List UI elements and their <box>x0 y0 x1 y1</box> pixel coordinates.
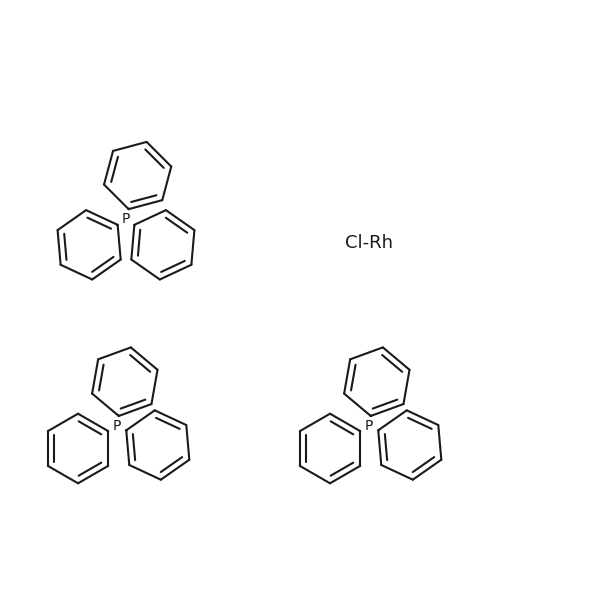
Text: P: P <box>113 419 121 433</box>
Text: Cl-Rh: Cl-Rh <box>345 234 393 252</box>
Text: P: P <box>122 212 130 226</box>
Text: P: P <box>365 419 373 433</box>
